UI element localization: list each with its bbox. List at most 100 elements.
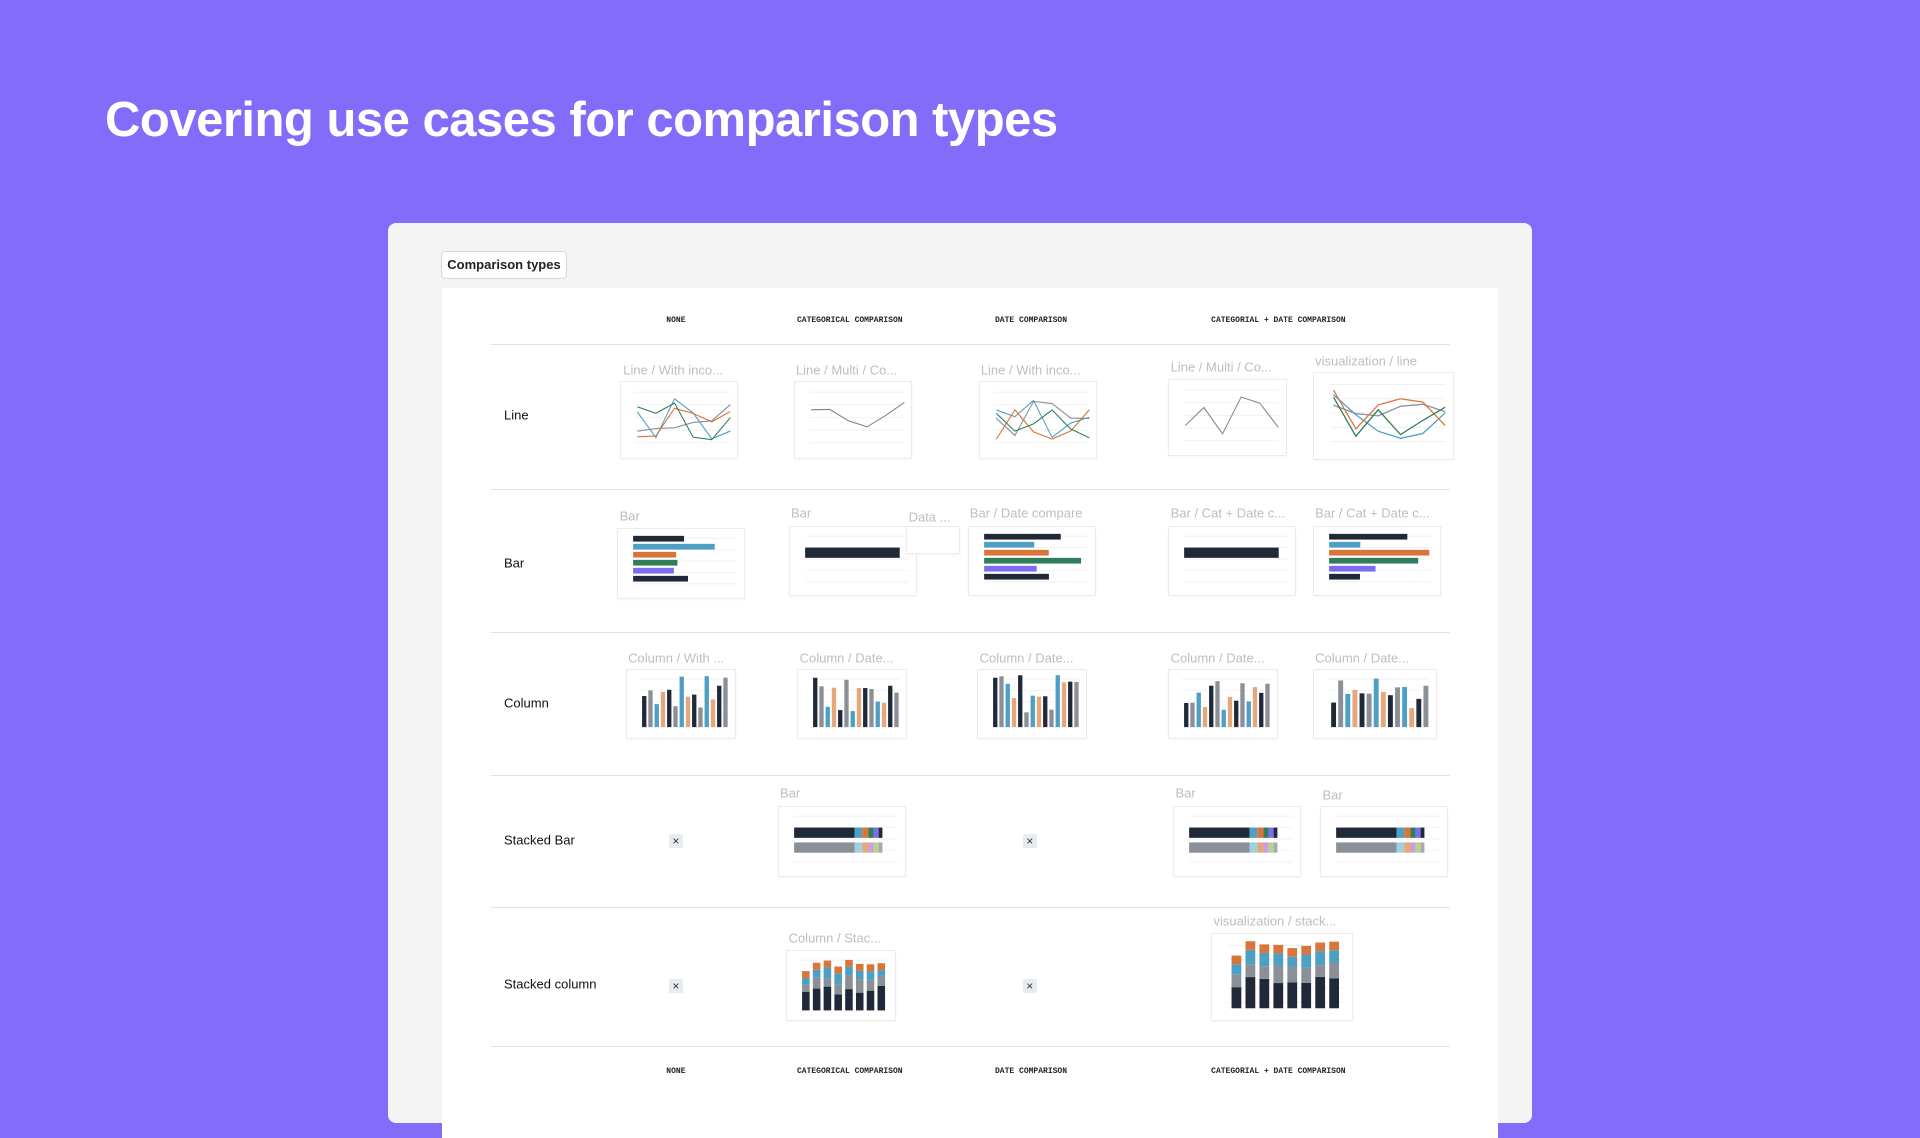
thumb-shape — [834, 994, 843, 1011]
thumbnail[interactable] — [620, 382, 738, 458]
thumb-shape — [1259, 979, 1270, 1009]
thumbnail[interactable] — [778, 806, 905, 876]
thumbnail[interactable] — [1174, 806, 1301, 876]
thumb-shape — [850, 710, 856, 727]
thumb-shape — [1245, 977, 1256, 1009]
thumb-shape — [1203, 706, 1208, 727]
thumbnail-label: Column / Date... — [799, 650, 894, 666]
thumbnail[interactable] — [1313, 526, 1440, 596]
thumb-shape — [1190, 702, 1196, 727]
thumb-shape — [710, 699, 716, 727]
thumb-shape — [1231, 987, 1242, 1009]
thumb-shape — [802, 971, 810, 979]
thumb-shape — [1221, 709, 1227, 727]
thumb-shape — [802, 992, 810, 1011]
thumb-shape — [1268, 827, 1274, 838]
thumb-shape — [882, 702, 887, 727]
thumbnail-chart — [1336, 815, 1440, 863]
thumbnail[interactable] — [907, 526, 959, 554]
thumbnail[interactable] — [979, 382, 1096, 458]
row-label: Line — [504, 407, 529, 423]
thumbnail[interactable] — [787, 951, 896, 1020]
thumb-shape — [995, 409, 1090, 439]
thumb-shape — [717, 685, 722, 727]
thumb-shape — [1245, 964, 1256, 978]
thumb-shape — [804, 547, 900, 558]
thumbnail[interactable] — [968, 526, 1095, 596]
thumb-shape — [648, 690, 653, 727]
thumb-shape — [1416, 698, 1422, 727]
thumb-shape — [1315, 951, 1326, 966]
thumbnail-chart — [993, 391, 1090, 444]
thumbnail[interactable] — [789, 526, 916, 596]
thumbnail-label: Line / Multi / Co... — [795, 362, 898, 378]
thumb-shape — [1265, 683, 1271, 727]
thumbnail[interactable] — [798, 669, 907, 739]
thumbnail[interactable] — [1169, 669, 1278, 739]
thumbnail[interactable] — [1313, 373, 1454, 460]
thumb-shape — [1246, 701, 1252, 727]
tab[interactable]: Comparison types — [441, 251, 567, 279]
thumbnail-chart — [811, 677, 900, 727]
row-divider — [491, 488, 1450, 490]
thumbnail[interactable] — [1212, 934, 1352, 1020]
thumbnail-label: Line / Multi / Co... — [1170, 359, 1272, 375]
thumb-shape — [704, 675, 709, 727]
thumb-shape — [983, 565, 1037, 572]
thumb-shape — [845, 960, 854, 968]
thumbnail[interactable] — [794, 382, 911, 458]
column-header: CATEGORIAL + DATE COMPARISON — [1211, 315, 1346, 325]
thumbnail-chart — [633, 535, 737, 585]
thumb-shape — [813, 970, 821, 979]
thumb-shape — [1268, 842, 1274, 853]
thumb-shape — [823, 960, 832, 968]
thumb-shape — [1231, 964, 1242, 975]
thumb-shape — [983, 533, 1061, 540]
thumbnail-label: visualization / line — [1315, 353, 1417, 369]
thumb-shape — [1055, 674, 1061, 727]
thumb-shape — [1074, 681, 1079, 727]
thumbnail[interactable] — [618, 528, 745, 598]
thumb-shape — [1068, 681, 1073, 727]
row-divider — [491, 1045, 1450, 1047]
thumb-shape — [1410, 842, 1416, 853]
thumb-shape — [1245, 950, 1256, 965]
thumb-shape — [1301, 954, 1312, 969]
thumb-shape — [1315, 942, 1326, 952]
thumbnail[interactable] — [626, 669, 735, 739]
thumb-shape — [1423, 685, 1429, 727]
row-label: Stacked Bar — [504, 832, 575, 848]
thumb-shape — [1329, 541, 1361, 548]
thumb-shape — [1329, 950, 1340, 963]
empty-cell-icon: × — [668, 834, 683, 849]
thumb-shape — [1196, 692, 1202, 727]
thumbnail-chart — [1228, 941, 1344, 1009]
thumb-shape — [1257, 827, 1264, 838]
thumb-shape — [823, 967, 832, 979]
thumb-shape — [813, 677, 818, 727]
row-divider — [491, 631, 1450, 633]
thumb-shape — [1301, 968, 1312, 984]
thumbnail-label: Bar / Cat + Date c... — [1315, 505, 1430, 521]
thumbnail[interactable] — [1313, 669, 1437, 739]
column-footer: CATEGORIAL + DATE COMPARISON — [1211, 1066, 1346, 1076]
thumbnail[interactable] — [978, 669, 1087, 739]
thumb-shape — [1409, 707, 1415, 727]
thumb-shape — [844, 679, 850, 727]
thumb-shape — [867, 980, 875, 992]
thumbnail-chart — [800, 960, 889, 1011]
row-label: Stacked column — [504, 976, 597, 992]
thumbnail[interactable] — [1321, 806, 1448, 876]
thumb-shape — [1336, 842, 1397, 853]
thumb-shape — [1185, 396, 1280, 435]
thumb-shape — [834, 966, 843, 974]
thumb-shape — [698, 707, 703, 727]
column-footer: DATE COMPARISON — [995, 1066, 1068, 1076]
thumb-shape — [877, 970, 886, 977]
thumbnail[interactable] — [1169, 526, 1296, 596]
thumb-shape — [1231, 955, 1242, 965]
empty-cell-icon: × — [1022, 978, 1037, 993]
thumbnail[interactable] — [1169, 379, 1286, 456]
thumb-shape — [868, 842, 874, 853]
thumb-shape — [832, 687, 837, 727]
